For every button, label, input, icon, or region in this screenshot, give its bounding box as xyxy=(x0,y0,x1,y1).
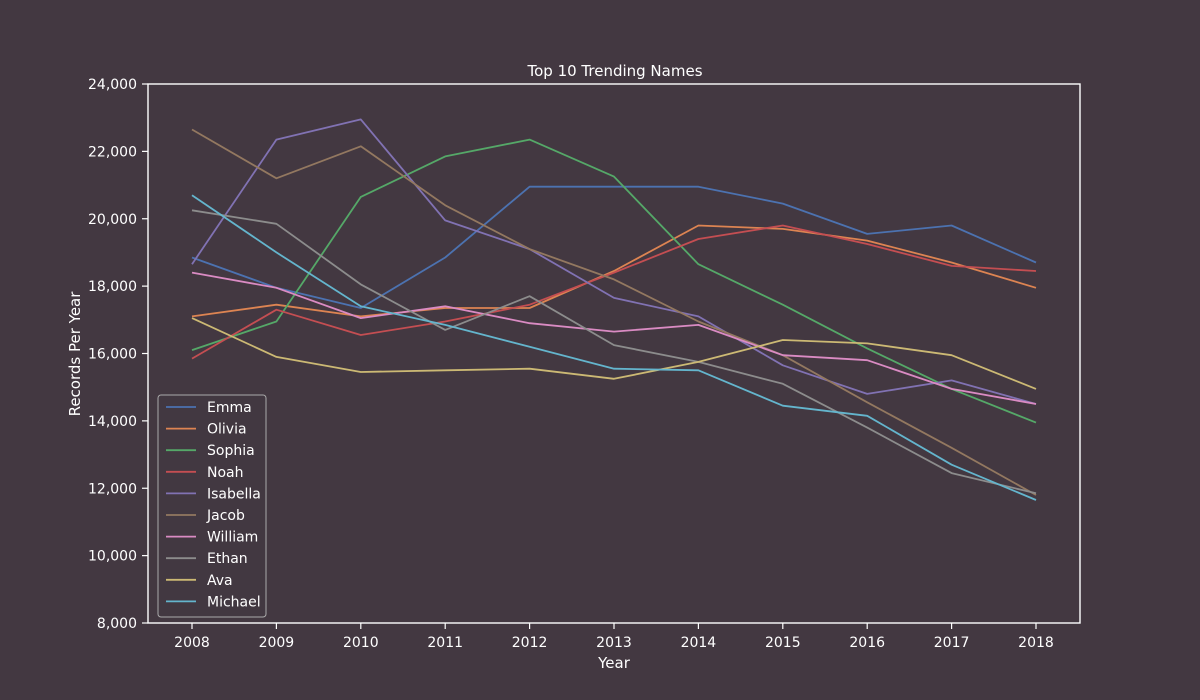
y-tick-label: 12,000 xyxy=(88,481,137,497)
series-line-noah xyxy=(191,224,1037,360)
series-line-ethan xyxy=(191,209,1037,495)
legend-label-noah: Noah xyxy=(207,465,244,481)
legend-label-ethan: Ethan xyxy=(207,551,248,567)
x-axis-label: Year xyxy=(597,654,631,672)
y-tick-label: 10,000 xyxy=(88,549,137,565)
y-tick-label: 16,000 xyxy=(88,347,137,363)
plot-area: 8,000 10,000 12,000 14,000 16,000 18,000 20,00… xyxy=(88,77,1081,651)
legend-label-william: William xyxy=(207,530,258,546)
legend-label-jacob: Jacob xyxy=(206,508,245,524)
legend: Emma Olivia Sophia Noah Isabella Jacob William… xyxy=(157,394,267,618)
x-tick-label: 2013 xyxy=(596,635,632,651)
y-tick-label: 20,000 xyxy=(88,212,137,228)
series-line-jacob xyxy=(191,128,1037,496)
series-line-michael xyxy=(191,194,1037,501)
series-line-emma xyxy=(191,185,1037,309)
x-tick-label: 2015 xyxy=(765,635,801,651)
series-line-ava xyxy=(191,317,1037,390)
series-line-olivia xyxy=(191,224,1037,318)
legend-label-isabella: Isabella xyxy=(207,486,261,502)
legend-label-sophia: Sophia xyxy=(207,443,255,459)
x-tick-label: 2009 xyxy=(259,635,295,651)
x-tick-label: 2018 xyxy=(1018,635,1054,651)
y-tick-label: 22,000 xyxy=(88,144,137,160)
legend-label-michael: Michael xyxy=(207,594,261,610)
x-tick-label: 2016 xyxy=(849,635,885,651)
x-tick-label: 2010 xyxy=(343,635,379,651)
y-axis-label: Records Per Year xyxy=(66,291,84,417)
series-line-sophia xyxy=(191,138,1037,424)
legend-label-olivia: Olivia xyxy=(207,422,247,438)
series-line-isabella xyxy=(191,118,1037,405)
x-tick-label: 2011 xyxy=(427,635,463,651)
x-tick-label: 2012 xyxy=(512,635,548,651)
x-tick-label: 2017 xyxy=(934,635,970,651)
y-tick-label: 14,000 xyxy=(88,414,137,430)
y-tick-label: 8,000 xyxy=(97,616,137,632)
y-tick-label: 18,000 xyxy=(88,279,137,295)
x-tick-label: 2008 xyxy=(174,635,210,651)
y-tick-label: 24,000 xyxy=(88,77,137,93)
legend-label-ava: Ava xyxy=(207,573,233,589)
series-line-william xyxy=(191,271,1037,405)
chart-title: Top 10 Trending Names xyxy=(526,62,702,80)
x-tick-label: 2014 xyxy=(681,635,717,651)
legend-label-emma: Emma xyxy=(207,400,252,416)
